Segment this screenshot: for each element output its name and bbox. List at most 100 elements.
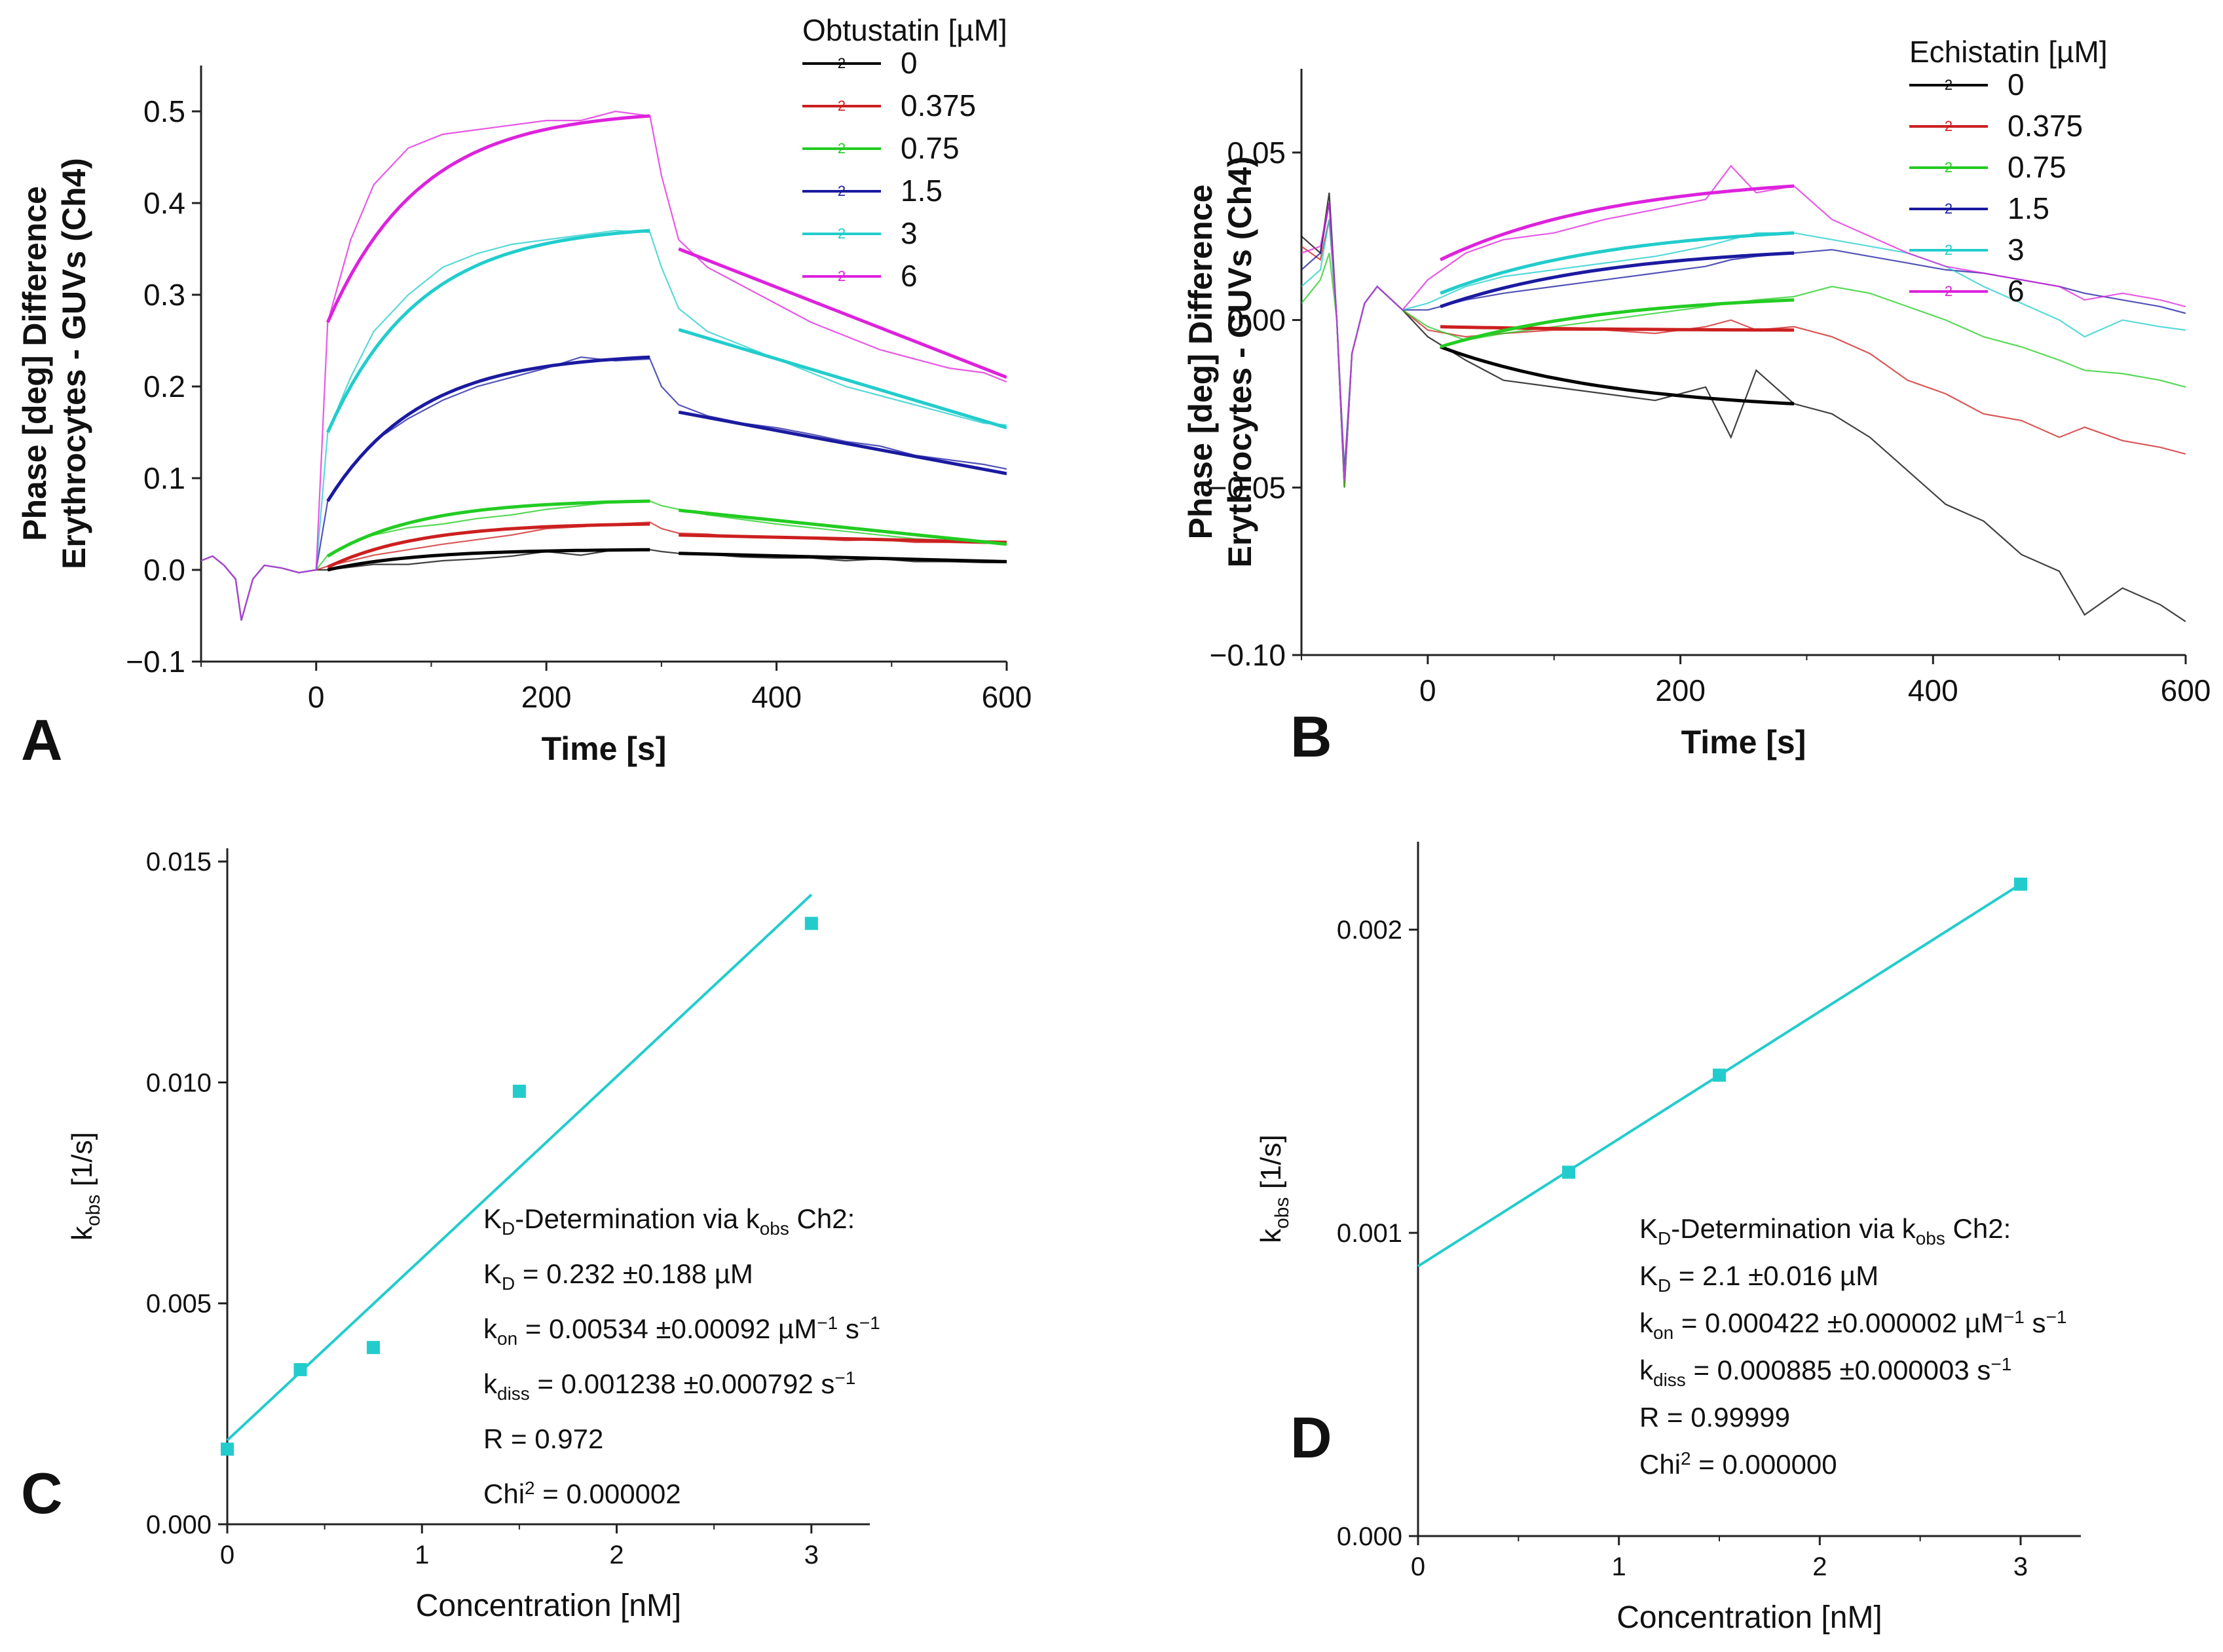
x-axis-label: Time [s] [542,730,667,767]
x-tick-label: 0 [1419,673,1436,707]
ann-sup: −1 [1990,1354,2011,1374]
ann-text: -Determination via k [515,1203,760,1234]
x-tick-label: 3 [804,1541,819,1569]
fit-association-0.75 [327,499,650,558]
legend-swatch-symbol: 2 [1945,118,1952,134]
y-axis-label: kobs [1/s] [1255,1135,1293,1243]
data-point [804,916,818,930]
fit-association-1.5 [326,355,650,502]
y-axis-label-unit: [1/s] [66,1132,98,1194]
ann-text: K [1639,1260,1658,1291]
fit-association-1.5 [1440,251,1795,309]
panel-letter: D [1290,1405,1332,1470]
legend-item-label-0: 0 [2008,67,2025,102]
legend-swatch-symbol: 2 [838,55,846,71]
legend-swatch-symbol: 2 [838,268,846,284]
y-tick-label: 0.3 [143,278,185,312]
ann-text: k [1639,1307,1654,1338]
y-axis-label: kobs [1/s] [66,1132,104,1241]
x-tick-label: 400 [751,680,802,714]
y-tick-label: 0.001 [1337,1219,1402,1248]
fit-dissociation-0.75 [678,508,1007,546]
annotation-kd: KD = 0.232 ±0.188 µM [483,1258,753,1294]
legend-item-label-0.75: 0.75 [901,131,960,165]
x-tick-label: 600 [982,680,1032,714]
x-tick-label: 3 [2013,1552,2028,1581]
annotation-kdiss: kdiss = 0.001238 ±0.000792 s−1 [483,1368,855,1404]
x-axis-label: Concentration [nM] [416,1588,682,1623]
y-tick-label: 0.010 [146,1068,212,1097]
panel-letter: A [21,707,63,772]
ann-text: = 0.001238 ±0.000792 s [530,1368,835,1399]
ann-sub: obs [1916,1228,1945,1248]
legend-swatch-symbol: 2 [1945,77,1952,93]
ann-sup: −1 [2004,1307,2025,1327]
y-axis-label-sub: obs [83,1195,104,1226]
legend-item-label-3: 3 [2008,233,2025,267]
y-axis-label-unit: [1/s] [1255,1135,1287,1197]
ann-text: Chi [1639,1449,1681,1480]
ann-sup: −1 [817,1313,838,1333]
ann-text: Ch2: [789,1203,855,1234]
y-tick-label: 0.002 [1337,916,1402,945]
data-point [366,1341,380,1355]
annotation-kon: kon = 0.000422 ±0.000002 µM−1 s−1 [1639,1307,2067,1343]
x-tick-label: 200 [1655,673,1706,707]
ann-text: K [483,1203,502,1234]
fit-dissociation-0.375 [679,533,1007,544]
y-tick-label: 0.1 [143,461,185,495]
ann-sub: diss [1653,1370,1686,1390]
y-tick-label: 0.00 [1227,303,1286,337]
ann-text: -Determination via k [1671,1213,1916,1244]
ann-text: s [2025,1307,2046,1338]
x-tick-label: 1 [1612,1552,1626,1581]
y-tick-label: 0.4 [143,186,185,220]
ann-sub: D [1658,1275,1671,1296]
legend-swatch-symbol: 2 [838,98,846,114]
y-axis-label-k: k [66,1226,98,1241]
raw-trace-6 [1301,164,2186,481]
ann-text: Ch2: [1945,1213,2011,1244]
y-axis-label-line1: Phase [deg] Difference [1182,185,1219,540]
x-tick-label: 0 [308,680,325,714]
legend-item-label-0.75: 0.75 [2008,150,2066,184]
fit-dissociation-1.5 [678,410,1007,476]
ann-text: K [483,1258,502,1289]
ann-sup: 2 [1681,1448,1691,1469]
ann-sub: on [1653,1323,1673,1343]
x-tick-label: 200 [521,680,572,714]
fit-association-3 [1440,231,1795,295]
fit-association-0.75 [1440,298,1795,348]
legend-item-label-0.375: 0.375 [2008,109,2083,143]
legend-item-label-1.5: 1.5 [901,174,943,208]
ann-text: = 2.1 ±0.016 µM [1671,1260,1878,1291]
ann-text: = 0.000000 [1691,1449,1837,1480]
legend-swatch-symbol: 2 [1945,242,1952,258]
panel-a: 0 200 400 600 −0.1 0.0 0.1 0.2 0.3 0.4 0.5 Time [s]… [16,13,1032,772]
x-tick-label: 400 [1908,673,1958,707]
legend-swatch-symbol: 2 [1945,200,1952,217]
fit-association-0.375 [1440,325,1795,332]
annotation-r: R = 0.972 [483,1423,603,1454]
x-axis-label: Time [s] [1681,724,1806,760]
y-tick-label: −0.1 [126,645,185,679]
data-point [512,1084,526,1098]
ann-text: s [838,1313,859,1344]
annotation-kon: kon = 0.00534 ±0.00092 µM−1 s−1 [483,1313,880,1349]
annotation-kdiss: kdiss = 0.000885 ±0.000003 s−1 [1639,1354,2011,1390]
y-tick-label: 0.5 [143,94,185,128]
x-tick-label: 2 [1812,1552,1827,1581]
y-tick-label: 0.005 [146,1290,212,1319]
y-axis-label-line2: Erythrocytes - GUVs (Ch4) [1222,157,1258,568]
ann-sub: diss [497,1383,530,1404]
annotation-title: KD-Determination via kobs Ch2: [483,1203,855,1239]
ann-text: Chi [483,1478,525,1509]
legend-item-label-1.5: 1.5 [2008,191,2049,225]
panel-letter: C [21,1461,63,1526]
ann-text: = 0.000885 ±0.000003 s [1686,1355,1991,1385]
fit-association-6 [1440,184,1795,261]
x-tick-label: 0 [1411,1552,1425,1581]
data-point [1562,1165,1575,1179]
y-tick-label: 0.000 [1337,1522,1402,1551]
annotation-kd: KD = 2.1 ±0.016 µM [1639,1260,1878,1296]
